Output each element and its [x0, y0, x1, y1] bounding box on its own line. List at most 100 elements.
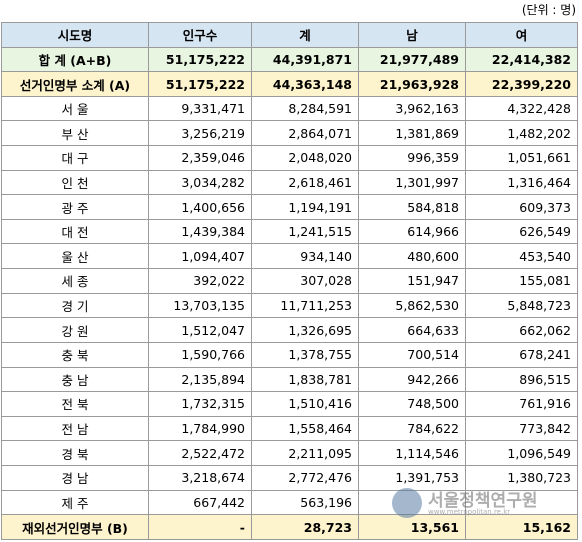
region-male: 584,818 [358, 194, 466, 220]
region-voters: 2,772,476 [251, 464, 359, 491]
region-population: 1,732,315 [148, 391, 252, 417]
region-male: 996,359 [358, 145, 466, 171]
region-male: 784,622 [358, 415, 466, 442]
subtotal-male: 21,963,928 [358, 71, 466, 97]
region-female: 609,373 [465, 194, 578, 220]
region-female: 761,916 [465, 391, 578, 417]
region-name: 서 울 [1, 95, 149, 122]
region-female: 155,081 [465, 268, 578, 294]
region-population: 3,218,674 [148, 464, 252, 491]
region-male: 1,301,997 [358, 169, 466, 196]
region-female: 1,380,723 [465, 464, 578, 491]
region-male [358, 489, 466, 516]
region-name: 대 전 [1, 218, 149, 245]
region-name: 대 구 [1, 145, 149, 171]
overseas-female: 15,162 [465, 514, 578, 540]
table-row: 서 울 9,331,471 8,284,591 3,962,163 4,322,428 [1, 95, 578, 122]
region-voters: 1,378,755 [251, 341, 359, 368]
region-name: 세 종 [1, 268, 149, 294]
table-row: 울 산 1,094,407 934,140 480,600 453,540 [1, 243, 578, 270]
region-voters: 1,326,695 [251, 317, 359, 343]
total-row: 합 계 (A+B) 51,175,222 44,391,871 21,977,4… [1, 46, 578, 73]
table-row: 인 천 3,034,282 2,618,461 1,301,997 1,316,464 [1, 169, 578, 196]
region-population: 2,359,046 [148, 145, 252, 171]
region-female: 626,549 [465, 218, 578, 245]
region-female: 678,241 [465, 341, 578, 368]
region-name: 부 산 [1, 120, 149, 147]
overseas-population: - [148, 514, 252, 540]
region-male: 3,962,163 [358, 95, 466, 122]
region-voters: 8,284,591 [251, 95, 359, 122]
region-female: 1,316,464 [465, 169, 578, 196]
region-female [465, 489, 578, 516]
region-name: 경 북 [1, 440, 149, 466]
subtotal-row: 선거인명부 소계 (A) 51,175,222 44,363,148 21,96… [1, 71, 578, 97]
region-population: 1,094,407 [148, 243, 252, 270]
region-voters: 1,558,464 [251, 415, 359, 442]
region-name: 인 천 [1, 169, 149, 196]
region-population: 9,331,471 [148, 95, 252, 122]
region-voters: 1,838,781 [251, 366, 359, 393]
region-male: 700,514 [358, 341, 466, 368]
region-name: 충 북 [1, 341, 149, 368]
unit-label: (단위 : 명) [521, 3, 576, 17]
table-row: 세 종 392,022 307,028 151,947 155,081 [1, 268, 578, 294]
region-name: 경 남 [1, 464, 149, 491]
overseas-male: 13,561 [358, 514, 466, 540]
region-population: 2,522,472 [148, 440, 252, 466]
region-population: 667,442 [148, 489, 252, 516]
table-row: 경 기 13,703,135 11,711,253 5,862,530 5,848,72… [1, 292, 578, 319]
region-female: 1,482,202 [465, 120, 578, 147]
region-voters: 2,048,020 [251, 145, 359, 171]
header-population: 인구수 [148, 22, 252, 48]
region-name: 울 산 [1, 243, 149, 270]
region-name: 충 남 [1, 366, 149, 393]
region-female: 773,842 [465, 415, 578, 442]
overseas-name: 재외선거인명부 (B) [1, 514, 149, 540]
table-row: 대 구 2,359,046 2,048,020 996,359 1,051,661 [1, 145, 578, 171]
subtotal-population: 51,175,222 [148, 71, 252, 97]
table-row: 제 주 667,442 563,196 [1, 489, 578, 516]
region-population: 392,022 [148, 268, 252, 294]
region-population: 1,439,384 [148, 218, 252, 245]
total-population: 51,175,222 [148, 46, 252, 73]
region-male: 5,862,530 [358, 292, 466, 319]
total-voters: 44,391,871 [251, 46, 359, 73]
header-voters-total: 계 [251, 22, 359, 48]
region-name: 제 주 [1, 489, 149, 516]
region-male: 1,381,869 [358, 120, 466, 147]
header-female: 여 [465, 22, 578, 48]
region-male: 614,966 [358, 218, 466, 245]
table-row: 부 산 3,256,219 2,864,071 1,381,869 1,482,202 [1, 120, 578, 147]
table-row: 전 남 1,784,990 1,558,464 784,622 773,842 [1, 415, 578, 442]
region-name: 경 기 [1, 292, 149, 319]
region-female: 896,515 [465, 366, 578, 393]
region-population: 2,135,894 [148, 366, 252, 393]
header-region: 시도명 [1, 22, 149, 48]
region-population: 3,034,282 [148, 169, 252, 196]
total-female: 22,414,382 [465, 46, 578, 73]
region-female: 1,096,549 [465, 440, 578, 466]
region-female: 453,540 [465, 243, 578, 270]
region-voters: 2,211,095 [251, 440, 359, 466]
overseas-row: 재외선거인명부 (B) -28,723 13,561 15,162 [1, 514, 578, 540]
table-row: 강 원 1,512,047 1,326,695 664,633 662,062 [1, 317, 578, 343]
region-population: 3,256,219 [148, 120, 252, 147]
region-voters: 2,618,461 [251, 169, 359, 196]
subtotal-name: 선거인명부 소계 (A) [1, 71, 149, 97]
table-row: 전 북 1,732,315 1,510,416 748,500 761,916 [1, 391, 578, 417]
region-male: 664,633 [358, 317, 466, 343]
region-male: 480,600 [358, 243, 466, 270]
region-female: 1,051,661 [465, 145, 578, 171]
total-male: 21,977,489 [358, 46, 466, 73]
region-population: 1,784,990 [148, 415, 252, 442]
table-row: 경 북 2,522,472 2,211,095 1,114,546 1,096,549 [1, 440, 578, 466]
region-female: 662,062 [465, 317, 578, 343]
region-female: 5,848,723 [465, 292, 578, 319]
region-name: 강 원 [1, 317, 149, 343]
region-population: 1,590,766 [148, 341, 252, 368]
region-voters: 11,711,253 [251, 292, 359, 319]
region-male: 942,266 [358, 366, 466, 393]
voter-population-table: 시도명 인구수 계 남 여 합 계 (A+B) 51,175,222 44,39… [1, 22, 578, 540]
region-name: 전 북 [1, 391, 149, 417]
